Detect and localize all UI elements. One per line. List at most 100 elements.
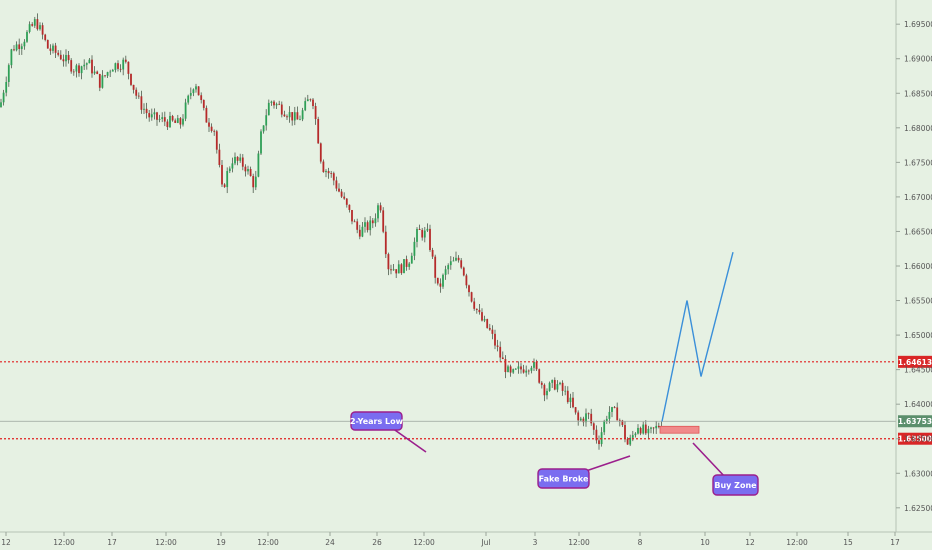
candle-body [559, 382, 561, 385]
projection-path[interactable] [661, 252, 734, 422]
note-box [350, 411, 403, 431]
candle-body [244, 166, 247, 172]
y-tick-label: 1.63000 [904, 469, 932, 478]
candle-body [418, 228, 421, 230]
x-tick-label: 12:00 [786, 538, 808, 547]
candle-body [299, 119, 301, 121]
candle-body [462, 267, 465, 276]
candle-body [62, 59, 65, 62]
candle-body [59, 54, 62, 60]
candle-body [569, 397, 572, 403]
candle-body [351, 209, 353, 222]
candle-body [304, 101, 307, 111]
note-two-years-low[interactable]: 2-Years Low [350, 411, 427, 453]
candle-body [494, 333, 496, 346]
candle-body [379, 205, 382, 211]
candle-body [88, 59, 91, 64]
candle-body [130, 73, 132, 85]
candles-layer [0, 13, 663, 450]
candle-body [0, 102, 2, 108]
candle-body [117, 63, 119, 69]
candle-body [10, 49, 13, 66]
y-tick-label: 1.63500 [904, 435, 932, 444]
candle-body [148, 113, 151, 118]
candle-body [327, 171, 330, 174]
candle-body [468, 285, 470, 293]
candle-body [644, 424, 647, 434]
candle-body [652, 427, 655, 429]
y-tick-label: 1.62500 [904, 504, 932, 513]
candle-body [200, 95, 203, 101]
candle-body [395, 269, 398, 274]
candle-body [202, 100, 205, 108]
candle-body [647, 428, 650, 434]
candle-body [163, 117, 166, 122]
y-tick-label: 1.68500 [904, 89, 932, 98]
candle-body [587, 413, 590, 415]
candle-body [158, 118, 161, 120]
candle-body [33, 19, 36, 26]
candle-body [546, 390, 548, 396]
candle-body [192, 89, 195, 94]
level-badge [898, 432, 932, 445]
candle-body [605, 418, 608, 422]
candle-body [423, 230, 426, 238]
candle-body [231, 163, 234, 169]
candle-body [184, 102, 187, 119]
candle-body [533, 361, 535, 368]
level-badge [898, 355, 932, 368]
candle-body [325, 171, 327, 173]
candle-body [262, 125, 265, 132]
candle-body [114, 63, 117, 70]
candle-body [543, 384, 546, 396]
candle-body [127, 61, 130, 74]
candle-body [452, 260, 455, 262]
candle-body [143, 108, 145, 110]
candle-body [197, 86, 200, 96]
candle-body [345, 198, 348, 205]
candle-body [228, 168, 231, 172]
candle-body [392, 269, 395, 271]
price-axis[interactable]: 1.69500 1.69000 1.68500 1.68000 1.67500 1.670… [896, 20, 932, 513]
note-buy-zone[interactable]: Buy Zone [692, 442, 759, 496]
candle-body [179, 118, 182, 125]
level-label: 1.64613 [898, 358, 932, 367]
note-pointer [391, 427, 427, 453]
y-tick-label: 1.69500 [904, 20, 932, 29]
candle-body [44, 34, 47, 41]
candle-body [31, 24, 34, 26]
buy-zone-rect[interactable] [659, 425, 700, 434]
candle-body [481, 312, 483, 321]
candle-body [374, 218, 377, 224]
note-fake-broke[interactable]: Fake Broke [537, 455, 631, 489]
candle-body [421, 229, 424, 238]
candle-body [267, 102, 270, 116]
candle-body [312, 99, 314, 107]
candle-body [293, 112, 296, 121]
candle-body [624, 425, 626, 439]
candle-body [314, 106, 317, 119]
candle-body [252, 176, 255, 188]
candle-body [28, 24, 31, 32]
x-tick-label: 15 [843, 538, 853, 547]
candle-body [514, 368, 517, 370]
candle-body [397, 264, 400, 274]
x-tick-label: 12:00 [568, 538, 590, 547]
candle-body [322, 161, 325, 173]
time-axis[interactable]: 12 12:00 17 12:00 19 12:00 24 26 12:00 Jul 3 12:00 8… [1, 532, 900, 547]
candle-body [444, 269, 447, 275]
candle-body [507, 366, 509, 373]
candle-body [223, 184, 226, 188]
candle-body [405, 259, 408, 267]
candle-body [475, 308, 478, 310]
candle-body [361, 226, 364, 237]
candle-body [153, 112, 156, 115]
candle-body [234, 156, 236, 164]
candle-body [504, 359, 507, 373]
candle-body [496, 345, 499, 347]
candle-body [39, 25, 41, 30]
candle-body [46, 40, 49, 49]
y-tick-label: 1.65000 [904, 331, 932, 340]
candle-body [106, 72, 109, 76]
